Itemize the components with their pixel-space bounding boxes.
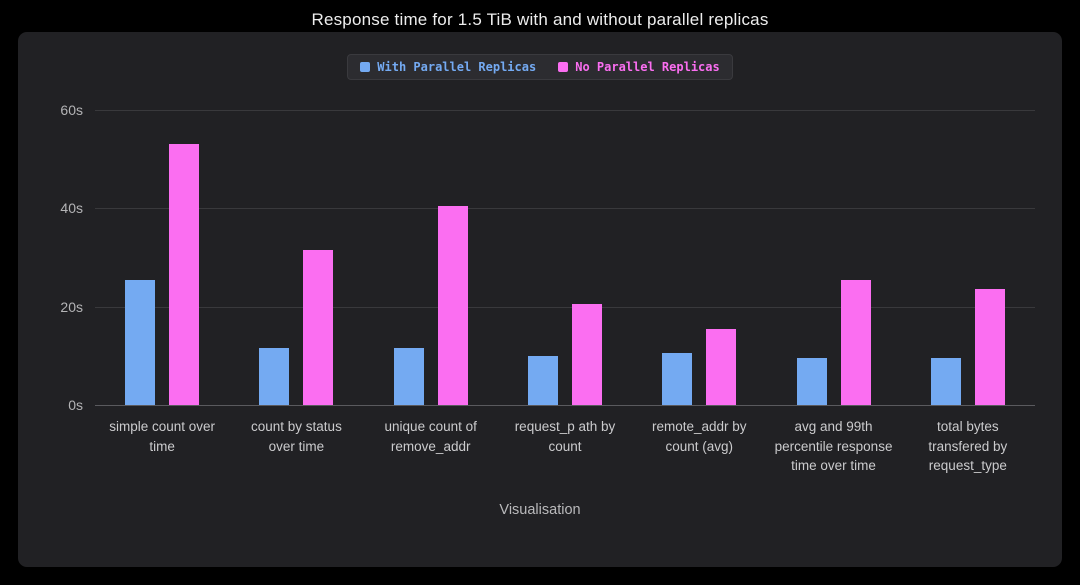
legend-item-with-parallel-replicas[interactable]: With Parallel Replicas	[360, 60, 536, 74]
x-axis-baseline	[95, 405, 1035, 406]
bar-no-parallel-replicas[interactable]	[437, 205, 468, 405]
bar-with-parallel-replicas[interactable]	[393, 348, 424, 405]
bar-group-simple-count-over-time	[95, 110, 229, 405]
bar-no-parallel-replicas[interactable]	[169, 144, 200, 405]
legend-item-no-parallel-replicas[interactable]: No Parallel Replicas	[558, 60, 720, 74]
legend: With Parallel Replicas No Parallel Replic…	[347, 54, 733, 80]
y-tick-label-60: 60s	[60, 102, 83, 118]
legend-row: With Parallel Replicas No Parallel Replic…	[18, 32, 1062, 80]
y-tick-label-20: 20s	[60, 298, 83, 315]
bar-no-parallel-replicas[interactable]	[840, 279, 871, 405]
bar-with-parallel-replicas[interactable]	[259, 348, 290, 405]
bar-no-parallel-replicas[interactable]	[706, 328, 737, 405]
legend-swatch-no-parallel-replicas	[558, 62, 569, 72]
bar-group-avg-and-99th-percentile-response-time-over-time	[766, 110, 900, 405]
bar-with-parallel-replicas[interactable]	[662, 353, 693, 405]
chart-panel: With Parallel Replicas No Parallel Replic…	[18, 32, 1062, 567]
legend-swatch-with-parallel-replicas	[360, 62, 371, 72]
bar-no-parallel-replicas[interactable]	[974, 289, 1005, 405]
y-tick-label-0: 0s	[68, 397, 83, 413]
category-label-remote-addr-by-count-avg: remote_addr by count (avg)	[651, 419, 747, 454]
bar-group-remote-addr-by-count-avg	[632, 110, 766, 405]
plot-area: 0s 20s 40s 60s	[60, 102, 1035, 413]
chart-title: Response time for 1.5 TiB with and witho…	[311, 10, 769, 29]
category-label-simple-count-over-time: simple count over time	[109, 419, 216, 454]
x-axis-label: Visualisation	[499, 501, 581, 518]
legend-label-with-parallel-replicas: With Parallel Replicas	[377, 60, 537, 74]
bar-with-parallel-replicas[interactable]	[796, 358, 827, 405]
gridline-40	[95, 208, 1035, 210]
bar-with-parallel-replicas[interactable]	[930, 358, 961, 405]
bar-group-unique-count-of-remove-addr	[364, 110, 498, 405]
bar-group-request-p-ath-by-count	[498, 110, 632, 405]
category-labels-row: simple count over time count by status ov…	[95, 405, 1035, 476]
bar-no-parallel-replicas[interactable]	[303, 250, 334, 405]
category-label-total-bytes-transfered-by-request-type: total bytes transfered by request_type	[928, 419, 1008, 474]
category-label-avg-and-99th-percentile-response-time-over-time: avg and 99th percentile response time ov…	[774, 419, 893, 474]
bar-group-total-bytes-transfered-by-request-type	[901, 110, 1035, 405]
category-label-request-p-ath-by-count: request_p ath by count	[514, 419, 616, 454]
y-tick-label-40: 40s	[60, 200, 83, 217]
gridline-20	[95, 306, 1035, 308]
gridline-60	[95, 110, 1035, 111]
category-label-count-by-status-over-time: count by status over time	[251, 419, 342, 454]
bar-with-parallel-replicas[interactable]	[527, 355, 558, 405]
bar-groups	[95, 110, 1035, 405]
category-label-unique-count-of-remove-addr: unique count of remove_addr	[384, 419, 477, 454]
bar-group-count-by-status-over-time	[229, 110, 363, 405]
bar-with-parallel-replicas[interactable]	[125, 279, 156, 405]
bar-no-parallel-replicas[interactable]	[571, 304, 602, 405]
legend-label-no-parallel-replicas: No Parallel Replicas	[575, 60, 720, 74]
